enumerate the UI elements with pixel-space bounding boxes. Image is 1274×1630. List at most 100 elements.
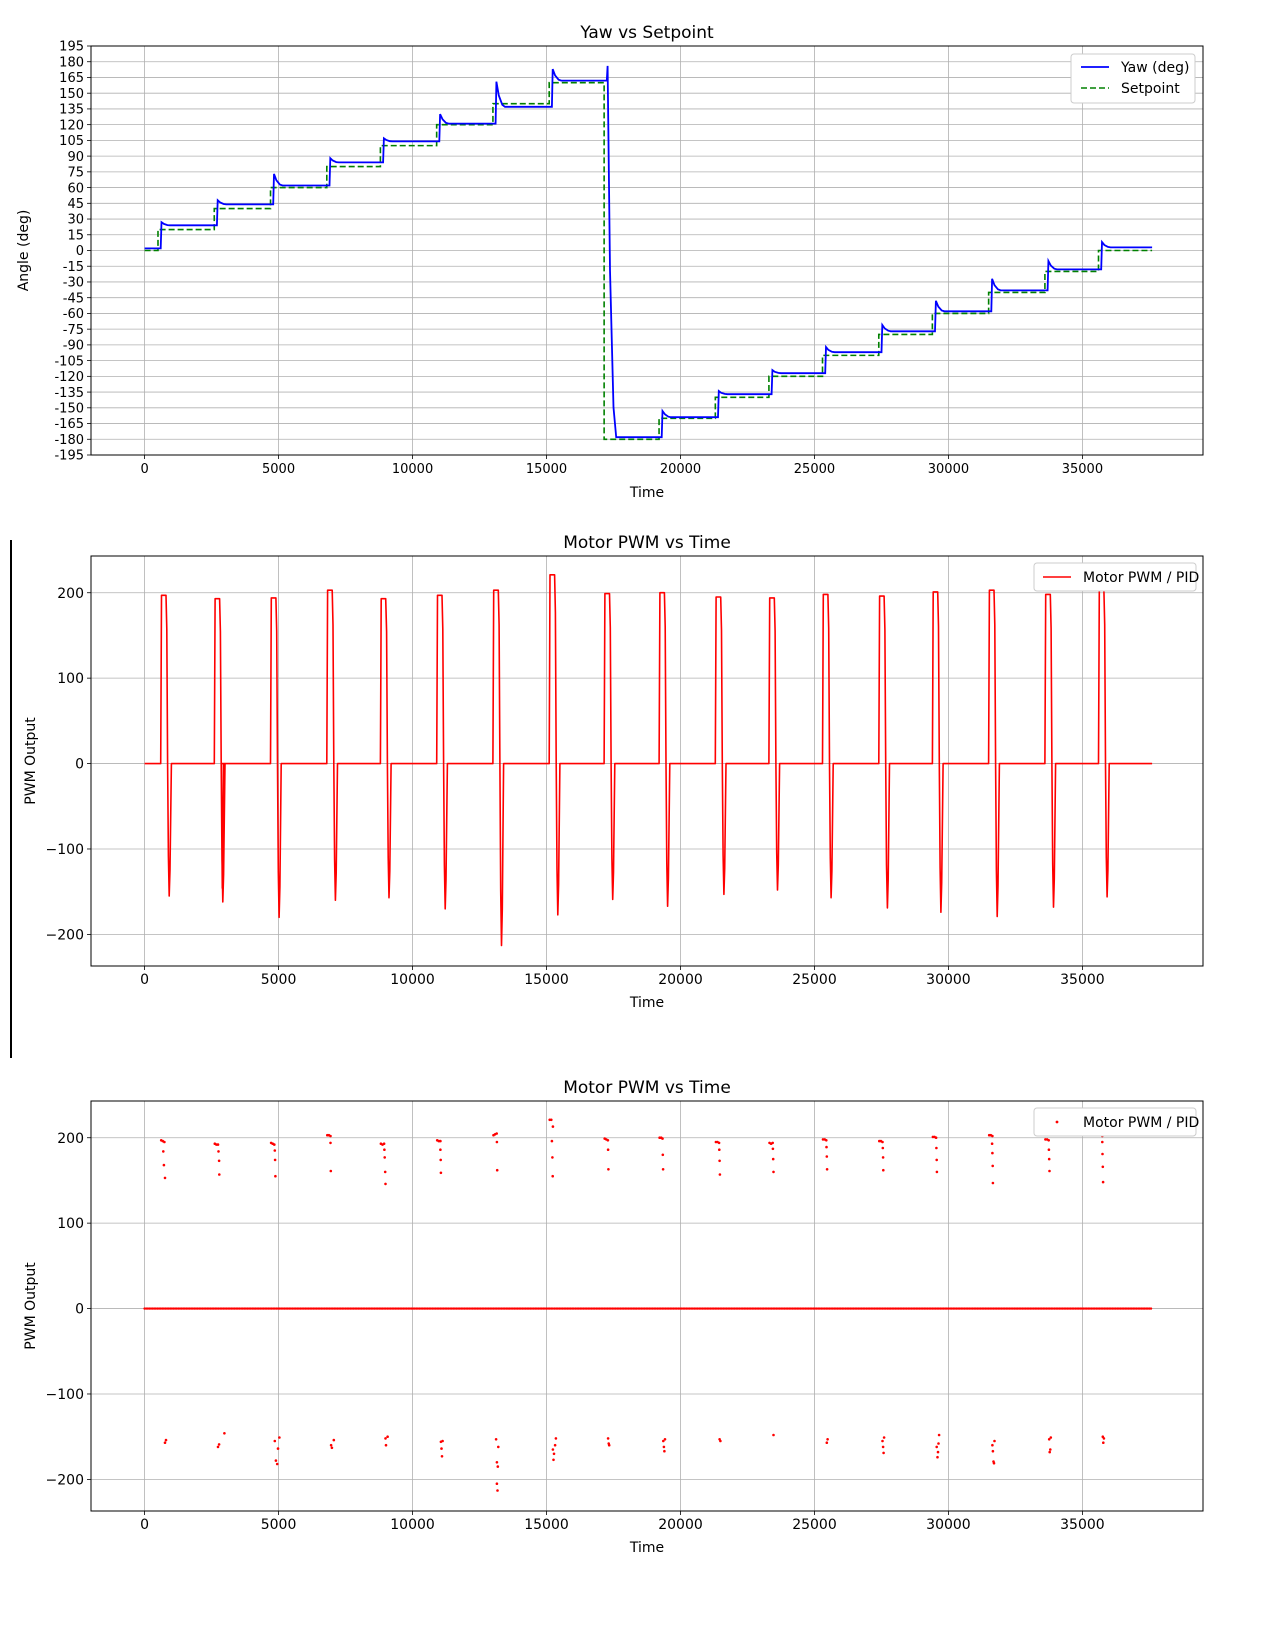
scatter-point xyxy=(863,1307,866,1310)
scatter-point xyxy=(495,1132,499,1135)
scatter-point xyxy=(275,1462,279,1466)
legend: Yaw (deg) Setpoint xyxy=(1070,53,1196,104)
scatter-point xyxy=(881,1445,885,1449)
scatter-point xyxy=(718,1148,721,1151)
x-tick-label: 20000 xyxy=(660,462,701,477)
legend: Motor PWM / PID xyxy=(1033,1107,1199,1137)
y-tick-label: 45 xyxy=(67,197,84,212)
scatter-point xyxy=(496,1489,499,1492)
scatter-point xyxy=(447,1307,450,1310)
x-tick-label: 30000 xyxy=(926,972,971,988)
y-tick-label: 100 xyxy=(57,1216,84,1232)
scatter-point xyxy=(216,1143,220,1146)
scatter-point xyxy=(163,1441,167,1444)
scatter-point xyxy=(259,1307,262,1310)
y-tick-label: 195 xyxy=(59,40,84,55)
scatter-point xyxy=(991,1449,995,1453)
x-tick-label: 10000 xyxy=(390,972,435,988)
y-tick-label: -45 xyxy=(63,291,84,306)
scatter-point xyxy=(934,1136,938,1139)
scatter-point xyxy=(905,1307,908,1310)
scatter-point xyxy=(554,1437,558,1440)
scatter-point xyxy=(1101,1165,1105,1169)
scatter-point xyxy=(935,1445,938,1449)
scatter-point xyxy=(441,1439,444,1443)
x-tick-label: 15000 xyxy=(524,972,569,988)
scatter-point xyxy=(1072,1307,1076,1310)
x-tick-label: 15000 xyxy=(524,1517,569,1533)
y-tick-label: 15 xyxy=(67,228,84,243)
scatter-point xyxy=(991,1134,994,1138)
scatter-point xyxy=(495,1482,499,1485)
chart-title: Motor PWM vs Time xyxy=(563,533,731,553)
y-tick-label: -135 xyxy=(54,386,84,401)
y-tick-label: 200 xyxy=(57,586,84,602)
scatter-point xyxy=(530,1307,534,1310)
scatter-point xyxy=(654,1307,657,1310)
scatter-point xyxy=(550,1118,553,1122)
y-tick-label: −100 xyxy=(46,1387,84,1403)
scatter-point xyxy=(675,1307,678,1310)
scatter-point xyxy=(991,1151,994,1155)
legend-scatter-swatch xyxy=(1055,1120,1059,1124)
scatter-point xyxy=(991,1164,994,1168)
legend: Motor PWM / PID xyxy=(1033,562,1199,592)
scatter-point xyxy=(329,1443,333,1447)
scatter-point xyxy=(273,1158,277,1162)
scatter-point xyxy=(993,1439,996,1443)
y-tick-label: −100 xyxy=(46,842,84,858)
y-tick-label: 0 xyxy=(75,757,84,773)
scatter-point xyxy=(1030,1307,1034,1310)
legend-yaw-label: Yaw (deg) xyxy=(1120,60,1189,76)
legend-pwm-label: Motor PWM / PID xyxy=(1083,570,1199,586)
x-tick-label: 15000 xyxy=(526,462,567,477)
scatter-point xyxy=(1114,1307,1117,1310)
x-tick-label: 30000 xyxy=(928,462,969,477)
scatter-point xyxy=(937,1433,941,1437)
scatter-point xyxy=(509,1307,513,1310)
scatter-point xyxy=(217,1150,220,1153)
scatter-point xyxy=(274,1459,278,1462)
scatter-point xyxy=(497,1445,500,1449)
x-tick-label: 5000 xyxy=(262,462,295,477)
y-tick-label: 180 xyxy=(59,55,84,70)
scatter-point xyxy=(278,1436,281,1439)
scatter-point xyxy=(489,1307,492,1310)
y-tick-label: 75 xyxy=(67,166,84,181)
scatter-point xyxy=(771,1141,774,1145)
scatter-point xyxy=(382,1142,386,1145)
scatter-point xyxy=(163,1140,166,1144)
scatter-point xyxy=(276,1447,280,1450)
scatter-point xyxy=(329,1169,333,1173)
y-tick-label: 120 xyxy=(59,118,84,133)
x-tick-label: 35000 xyxy=(1060,972,1105,988)
scatter-point xyxy=(825,1155,829,1158)
scatter-point xyxy=(383,1156,387,1159)
scatter-point xyxy=(321,1307,325,1310)
y-axis-label: Angle (deg) xyxy=(16,210,32,292)
scatter-point xyxy=(332,1438,336,1442)
scatter-point xyxy=(496,1465,500,1468)
scatter-point xyxy=(881,1146,885,1150)
scatter-point xyxy=(274,1174,277,1178)
y-tick-label: -105 xyxy=(54,354,84,369)
scatter-point xyxy=(1149,1307,1153,1310)
scatter-point xyxy=(551,1448,555,1451)
y-tick-label: 135 xyxy=(59,103,84,118)
scatter-point xyxy=(635,1307,638,1310)
scatter-point xyxy=(884,1307,887,1310)
scatter-point xyxy=(1048,1169,1051,1173)
scatter-point xyxy=(937,1442,940,1445)
scatter-point xyxy=(440,1455,444,1458)
scatter-point xyxy=(881,1439,884,1443)
y-tick-label: -15 xyxy=(63,260,84,275)
x-tick-label: 0 xyxy=(140,972,149,988)
x-tick-label: 10000 xyxy=(390,1517,435,1533)
y-tick-label: -180 xyxy=(54,433,84,448)
scatter-point xyxy=(384,1307,387,1310)
y-tick-label: 165 xyxy=(59,71,84,86)
y-tick-label: −200 xyxy=(46,927,84,943)
x-axis-label: Time xyxy=(629,995,664,1011)
scatter-point xyxy=(606,1437,610,1440)
